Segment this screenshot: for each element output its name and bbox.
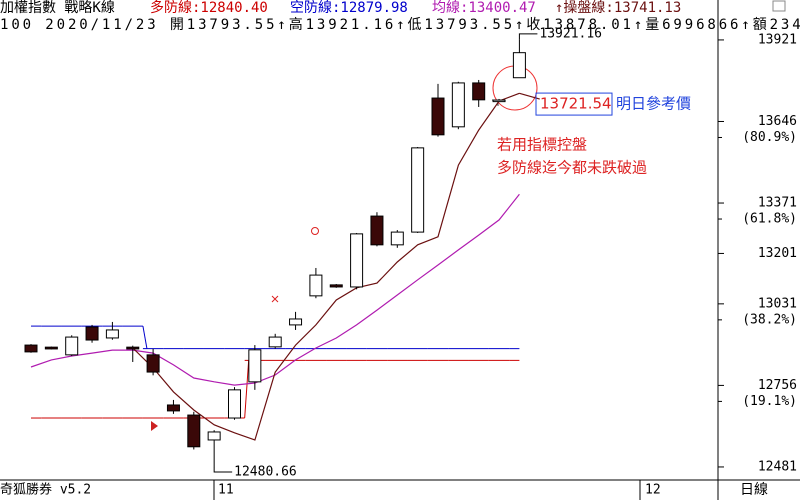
step-riser — [244, 360, 250, 419]
candle-body — [492, 99, 506, 103]
y-tick-label: 13646 — [758, 114, 797, 129]
fib-tick-label: (80.9%) — [742, 130, 797, 145]
header-item: 均線:13400.47 — [432, 0, 536, 16]
candle-body — [309, 274, 323, 297]
y-tick-label: 12481 — [758, 459, 797, 474]
candle-body — [228, 389, 241, 419]
x-tick-label: 11 — [218, 483, 234, 498]
low-label: 12480.66 — [234, 465, 297, 480]
annotation: 若用指標控盤 — [497, 136, 587, 154]
signal-marker — [271, 295, 279, 303]
chart-title: 加權指數 戰略K線 — [0, 0, 115, 16]
candle-body — [207, 431, 221, 441]
footer-left: 奇狐勝券 v5.2 — [0, 482, 91, 498]
y-tick-label: 12756 — [758, 378, 797, 393]
y-tick-label: 13031 — [758, 296, 797, 311]
header-item: ↑操盤線:13741.13 — [555, 0, 681, 16]
candle-body — [268, 336, 282, 348]
x-tick-label: 12 — [645, 483, 661, 498]
candle-body — [166, 404, 180, 412]
candle-body — [248, 349, 262, 383]
candle-body — [289, 318, 303, 326]
y-tick-label: 13201 — [758, 246, 797, 261]
candle-body — [187, 414, 201, 448]
leader-line — [213, 467, 233, 473]
candle-body — [370, 215, 384, 246]
candle-body — [146, 354, 160, 373]
reference-box — [535, 92, 613, 116]
header-item: 多防線:12840.40 — [150, 0, 268, 16]
indicator-line — [132, 92, 520, 441]
high-label: 13921.16 — [539, 26, 602, 41]
window-icon[interactable] — [772, 0, 786, 12]
fib-tick-label: (19.1%) — [742, 394, 797, 409]
candle-body — [451, 82, 465, 128]
candle-body — [512, 52, 526, 79]
candle-body — [126, 346, 140, 350]
reference-value: 13721.54 — [540, 95, 612, 113]
annotation: 多防線迄今都未跌破過 — [497, 159, 647, 177]
header-item: 空防線:12879.98 — [290, 0, 408, 16]
fib-tick-label: (38.2%) — [742, 312, 797, 327]
fib-tick-label: (61.8%) — [742, 212, 797, 227]
y-tick-label: 13371 — [758, 196, 797, 211]
candle-body — [85, 326, 99, 341]
leader-line — [518, 33, 538, 40]
candle-body — [431, 97, 445, 136]
candle-body — [472, 82, 486, 101]
candle-body — [24, 344, 38, 353]
candle-body — [390, 231, 404, 246]
y-tick-label: 13921 — [758, 32, 797, 47]
candle-body — [350, 233, 364, 288]
indicator-line — [30, 193, 520, 386]
candle-body — [44, 346, 58, 350]
candle-body — [105, 329, 119, 339]
info-line: 100 2020/11/23 開13793.55↑高13921.16↑低1379… — [0, 16, 800, 33]
candle-body — [411, 147, 425, 233]
signal-marker — [311, 227, 319, 235]
footer-right: 日線 — [740, 482, 768, 498]
candle-body — [65, 336, 79, 356]
signal-marker — [151, 421, 158, 431]
candle-body — [329, 284, 343, 288]
step-riser — [142, 326, 148, 349]
reference-label: 明日參考價 — [616, 95, 691, 113]
